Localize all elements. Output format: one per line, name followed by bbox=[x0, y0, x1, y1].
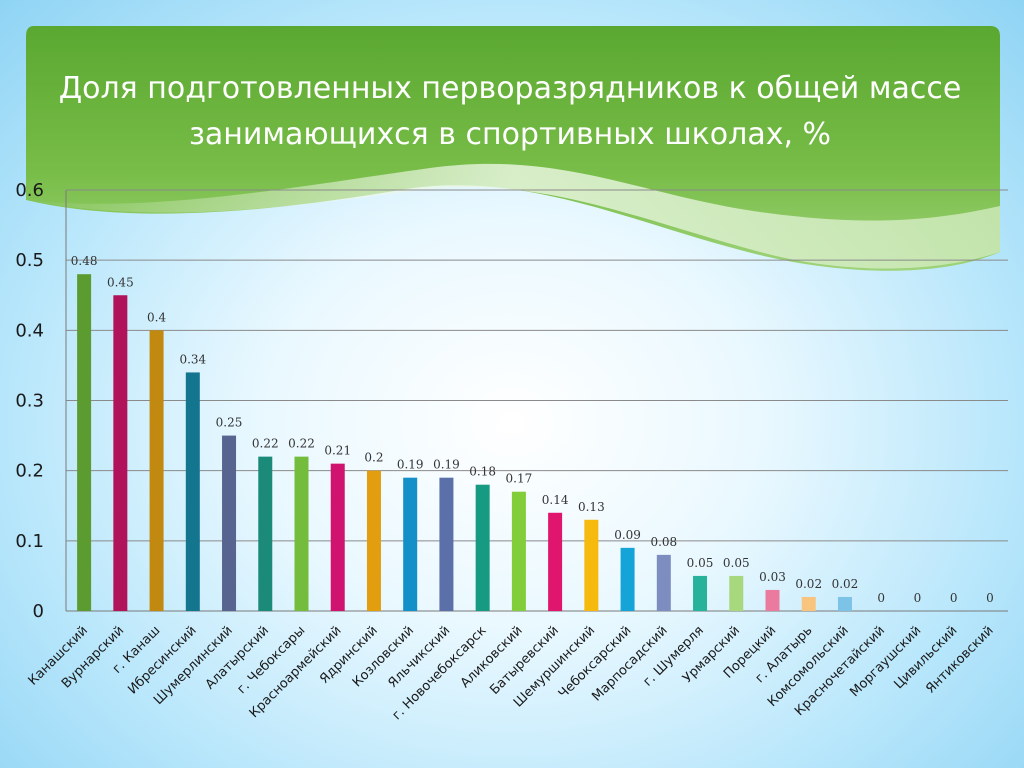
data-label: 0.17 bbox=[506, 472, 533, 486]
bar bbox=[548, 512, 563, 611]
data-label: 0.05 bbox=[687, 556, 714, 570]
data-label: 0.14 bbox=[542, 493, 569, 507]
data-label: 0.45 bbox=[107, 275, 134, 289]
bar bbox=[765, 589, 780, 611]
title-banner bbox=[26, 26, 1000, 271]
y-tick-label: 0 bbox=[33, 601, 44, 622]
data-label: 0.21 bbox=[324, 444, 351, 458]
data-labels: 0.48 0.45 0.4 0.34 0.25 0.22 0.22 0.21 0.2 0.19 0.… bbox=[71, 254, 994, 605]
y-axis: 0 0.1 0.2 0.3 0.4 0.5 0.6 bbox=[15, 180, 67, 622]
chart-title: Доля подготовленных перворазрядников к о… bbox=[58, 71, 962, 152]
x-tick-label: Цивильский bbox=[892, 623, 961, 692]
bar bbox=[475, 484, 490, 611]
data-label: 0.09 bbox=[614, 528, 641, 542]
data-label: 0.03 bbox=[759, 570, 786, 584]
data-label: 0.18 bbox=[469, 465, 496, 479]
data-label: 0.02 bbox=[795, 577, 822, 591]
data-label: 0.08 bbox=[650, 535, 677, 549]
bar bbox=[693, 575, 708, 611]
bar bbox=[656, 554, 671, 611]
y-tick-label: 0.1 bbox=[15, 531, 44, 552]
bar bbox=[801, 596, 816, 611]
bar bbox=[620, 547, 635, 611]
data-label: 0.02 bbox=[832, 577, 859, 591]
bar bbox=[113, 295, 128, 611]
gridlines bbox=[66, 189, 1008, 612]
y-tick-label: 0.4 bbox=[15, 320, 44, 341]
data-label: 0.22 bbox=[288, 437, 315, 451]
y-tick-label: 0.2 bbox=[15, 461, 44, 482]
bar bbox=[185, 372, 200, 611]
data-label: 0.2 bbox=[364, 451, 383, 465]
data-label: 0.4 bbox=[147, 310, 166, 324]
y-tick-label: 0.3 bbox=[15, 391, 44, 412]
data-label: 0.05 bbox=[723, 556, 750, 570]
data-label: 0.48 bbox=[71, 254, 98, 268]
bar bbox=[222, 435, 237, 611]
bar bbox=[258, 456, 273, 611]
data-label: 0.34 bbox=[179, 352, 206, 366]
data-label: 0.19 bbox=[433, 458, 460, 472]
data-label: 0 bbox=[950, 591, 958, 605]
bar bbox=[729, 575, 744, 611]
y-tick-label: 0.5 bbox=[15, 250, 44, 271]
bar bbox=[330, 463, 345, 611]
bar bbox=[511, 491, 526, 611]
bar bbox=[403, 477, 418, 611]
bar bbox=[149, 330, 164, 611]
y-tick-label: 0.6 bbox=[15, 180, 44, 201]
bar bbox=[439, 477, 454, 611]
data-label: 0 bbox=[986, 591, 994, 605]
bar bbox=[366, 470, 381, 611]
bars bbox=[77, 274, 852, 611]
bar bbox=[584, 519, 599, 611]
bar bbox=[294, 456, 309, 611]
bar bbox=[837, 596, 852, 611]
data-label: 0.19 bbox=[397, 458, 424, 472]
data-label: 0 bbox=[914, 591, 922, 605]
data-label: 0.25 bbox=[216, 416, 243, 430]
data-label: 0.22 bbox=[252, 437, 279, 451]
data-label: 0 bbox=[877, 591, 885, 605]
data-label: 0.13 bbox=[578, 500, 605, 514]
bar bbox=[77, 274, 92, 611]
